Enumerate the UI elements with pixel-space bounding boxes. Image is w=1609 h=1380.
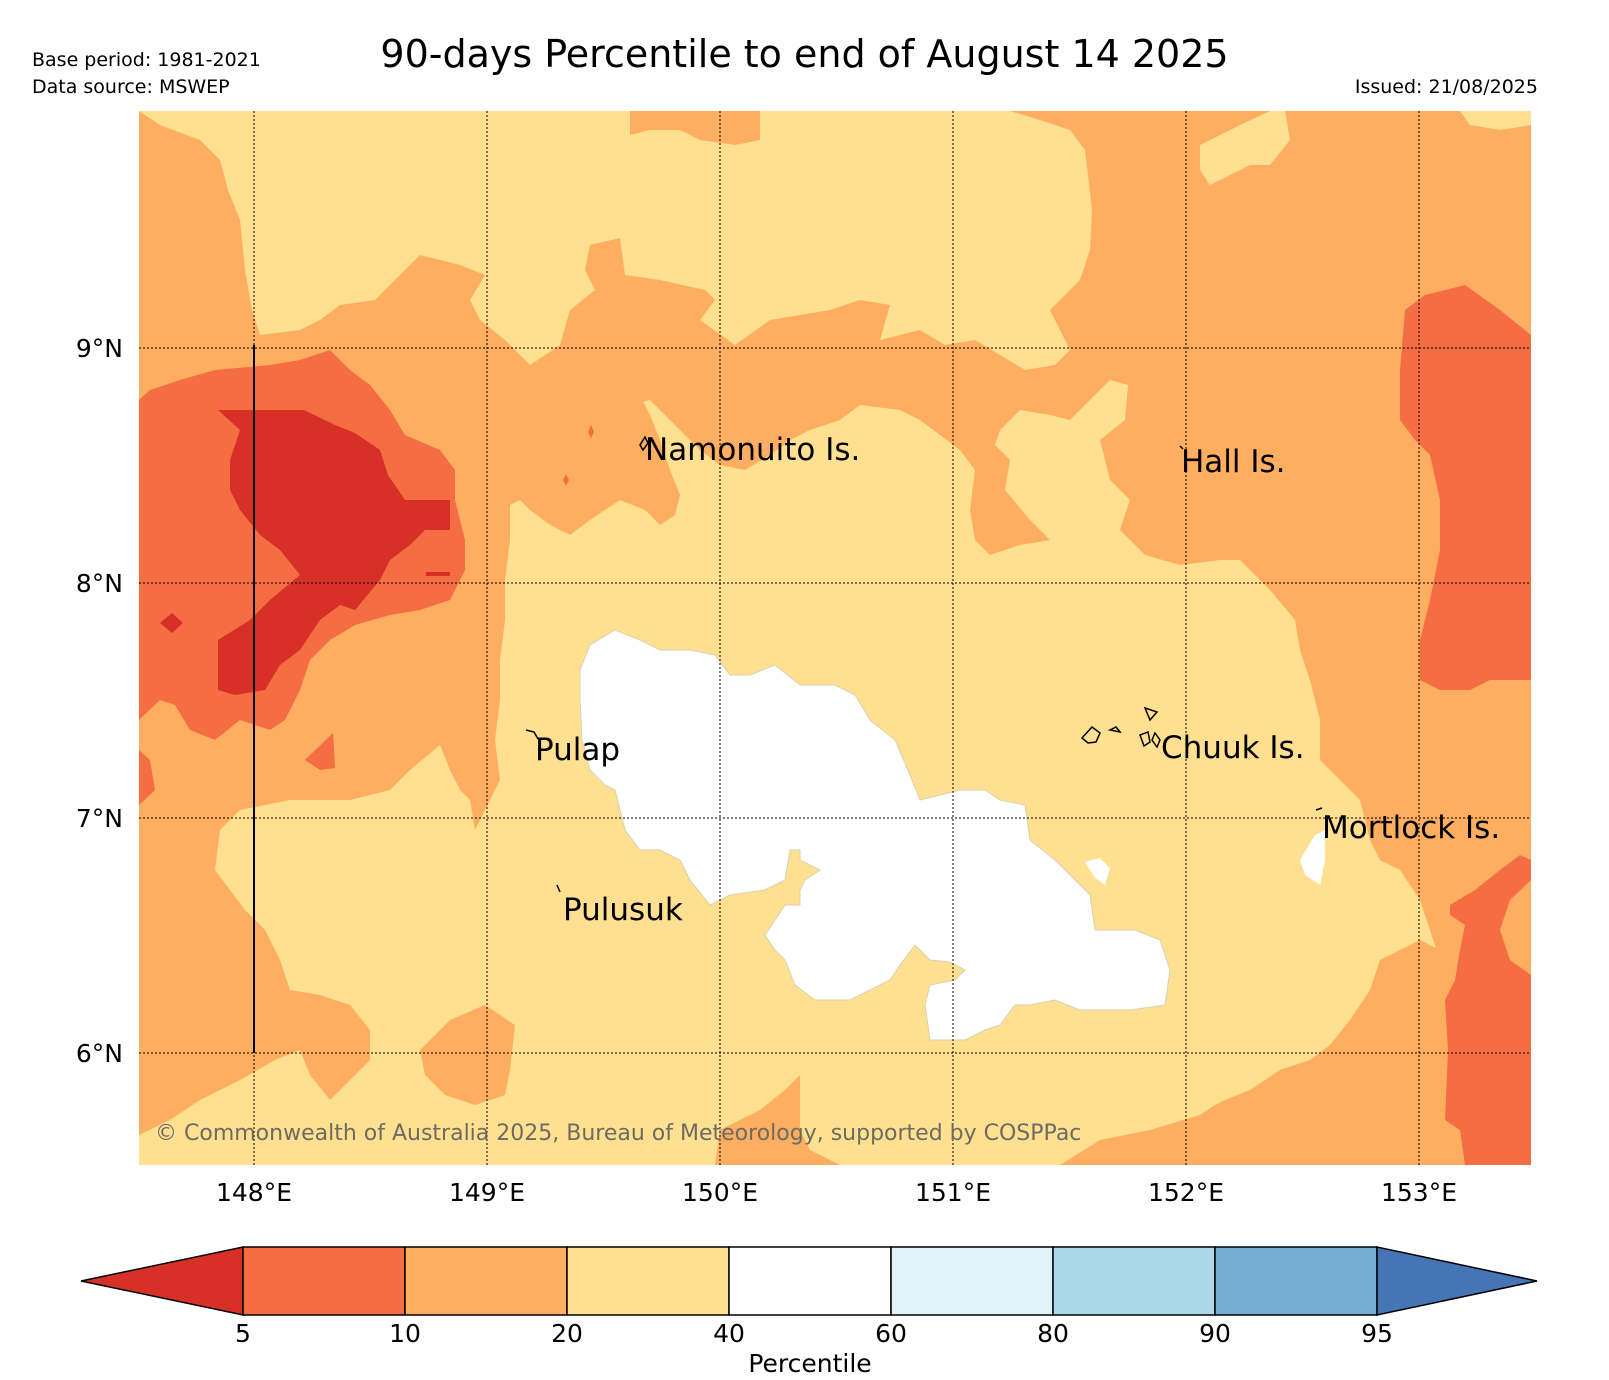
colorbar-band-90-95 <box>1214 1246 1378 1316</box>
label-chuuk: Chuuk Is. <box>1161 730 1305 766</box>
colorbar-band-80-90 <box>1052 1246 1216 1316</box>
label-pulusuk: Pulusuk <box>563 892 683 928</box>
copyright-credit: © Commonwealth of Australia 2025, Bureau… <box>155 1121 1081 1146</box>
issued-date-text: Issued: 21/08/2025 <box>1354 76 1538 98</box>
region-below-5-small <box>160 613 183 633</box>
region-20-40-island-1 <box>1030 170 1050 193</box>
colorbar-band-10-20 <box>404 1246 568 1316</box>
colorbar-tick-90: 90 <box>1199 1319 1231 1348</box>
region-5-10-east-south <box>1445 855 1531 1165</box>
region-10-20-southeast <box>1060 940 1531 1165</box>
colorbar-extend-low <box>80 1246 244 1316</box>
colorbar-band-5-10 <box>242 1246 406 1316</box>
lon-label-149: 149°E <box>449 1178 525 1207</box>
chuuk-outline-3 <box>1143 706 1159 722</box>
lon-label-151: 151°E <box>915 1178 991 1207</box>
region-20-40-northeast <box>1200 111 1290 185</box>
region-below-5-sliver <box>426 572 450 576</box>
mortlock-outline <box>1315 807 1323 811</box>
colorbar-tick-10: 10 <box>389 1319 421 1348</box>
label-hall: Hall Is. <box>1181 444 1286 480</box>
pulap-outline <box>525 729 539 740</box>
region-5-10-east-north <box>1400 285 1531 690</box>
colorbar <box>80 1246 1538 1316</box>
chuuk-outline-1 <box>1080 725 1101 744</box>
region-5-10-small <box>305 733 335 770</box>
map-title: 90-days Percentile to end of August 14 2… <box>380 32 1229 76</box>
namonuito-outline <box>639 435 649 452</box>
island-outlines <box>525 435 1323 893</box>
colorbar-tick-80: 80 <box>1037 1319 1069 1348</box>
lon-label-153: 153°E <box>1381 1178 1457 1207</box>
region-10-20-south-strip <box>715 1075 840 1165</box>
colorbar-tick-95: 95 <box>1361 1319 1393 1348</box>
colorbar-extend-high <box>1376 1246 1538 1316</box>
colorbar-band-60-80 <box>890 1246 1054 1316</box>
colorbar-title: Percentile <box>748 1349 871 1378</box>
pulusuk-outline <box>556 884 561 893</box>
colorbar-tick-40: 40 <box>713 1319 745 1348</box>
data-source-text: Data source: MSWEP <box>32 76 230 98</box>
region-10-20-west <box>139 111 1531 1165</box>
lat-label-7: 7°N <box>76 804 123 833</box>
region-20-40-northeast-corner <box>1460 111 1531 130</box>
region-below-5-main <box>218 410 450 695</box>
lon-label-152: 152°E <box>1148 1178 1224 1207</box>
chuuk-outline-2 <box>1107 726 1122 734</box>
base-period-text: Base period: 1981-2021 <box>32 49 261 71</box>
chuuk-outline-5 <box>1151 731 1161 749</box>
map-plot-area <box>139 111 1531 1165</box>
map-gridlines <box>139 111 1531 1165</box>
region-40-60-island-1 <box>1085 858 1110 885</box>
region-5-10-tiny-south <box>563 474 569 486</box>
colorbar-tick-20: 20 <box>551 1319 583 1348</box>
lat-label-9: 9°N <box>76 334 123 363</box>
region-5-10-tiny-north <box>588 425 594 438</box>
colorbar-band-40-60 <box>728 1246 892 1316</box>
region-20-40-island-3 <box>938 270 952 290</box>
lon-label-148: 148°E <box>216 1178 292 1207</box>
lat-label-8: 8°N <box>76 569 123 598</box>
hall-outline <box>1179 445 1184 450</box>
colorbar-tick-5: 5 <box>235 1319 251 1348</box>
region-20-40-island-2 <box>1045 470 1072 497</box>
label-pulap: Pulap <box>535 732 620 768</box>
region-5-10-edge <box>139 750 155 805</box>
region-40-60-main <box>579 629 1171 1041</box>
colorbar-band-20-40 <box>566 1246 730 1316</box>
region-10-20-top-center <box>630 111 760 145</box>
label-namonuito: Namonuito Is. <box>645 432 860 468</box>
colorbar-tick-60: 60 <box>875 1319 907 1348</box>
region-40-60-island-2 <box>1300 830 1325 885</box>
label-mortlock: Mortlock Is. <box>1322 810 1500 846</box>
region-40-60-island-3 <box>635 693 668 702</box>
lat-label-6: 6°N <box>76 1039 123 1068</box>
chuuk-outline-4 <box>1139 730 1151 748</box>
region-10-20-south-blob <box>420 1005 515 1105</box>
lon-label-150: 150°E <box>682 1178 758 1207</box>
